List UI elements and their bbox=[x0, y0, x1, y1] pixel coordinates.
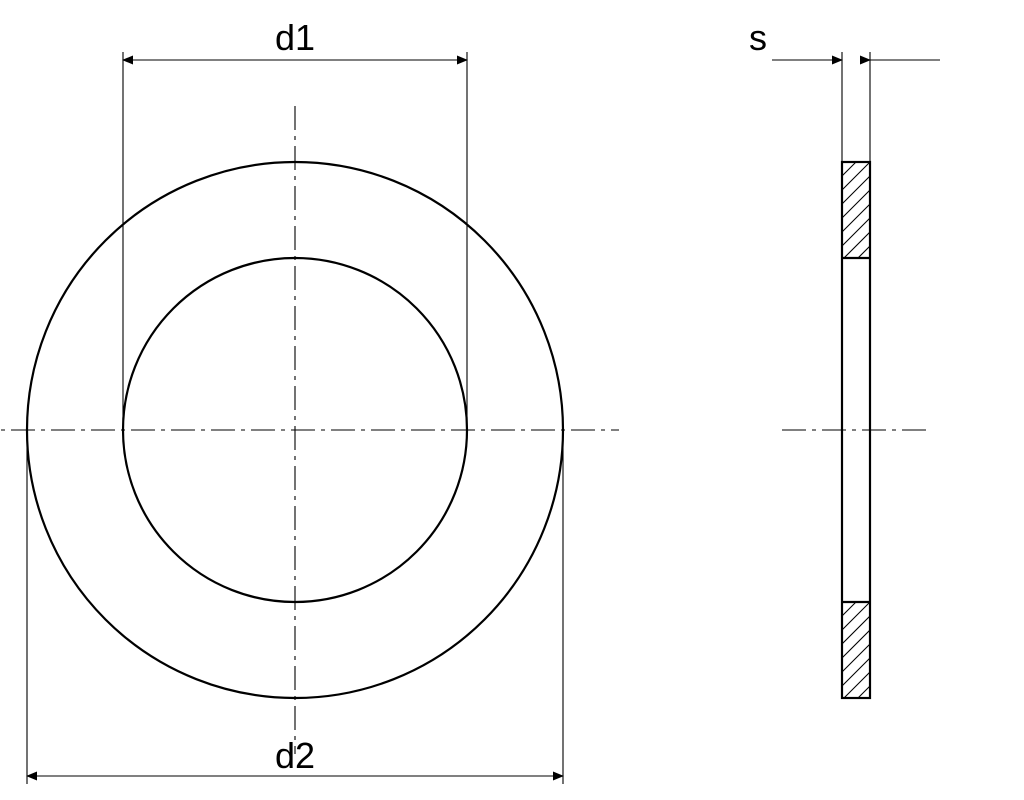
side-view-section bbox=[782, 162, 930, 698]
dimension-annotations: d1 d2 s bbox=[27, 17, 940, 784]
dimension-label-s: s bbox=[749, 17, 767, 58]
dimension-label-d2: d2 bbox=[275, 735, 315, 776]
dimension-label-d1: d1 bbox=[275, 17, 315, 58]
front-view bbox=[0, 106, 619, 754]
